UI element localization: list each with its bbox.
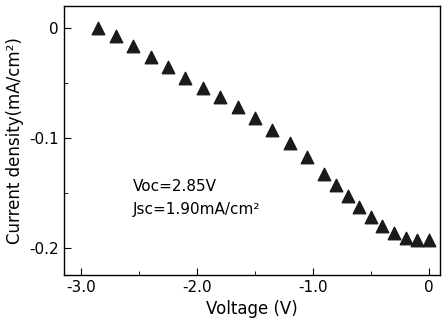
Point	[356, 204, 363, 209]
Point	[402, 235, 409, 240]
Point	[130, 44, 137, 49]
Point	[368, 214, 375, 219]
Point	[391, 231, 398, 236]
Point	[333, 182, 340, 187]
Point	[234, 104, 241, 109]
Point	[414, 237, 421, 242]
Y-axis label: Current density(mA/cm²): Current density(mA/cm²)	[5, 37, 24, 244]
Point	[199, 86, 206, 91]
Point	[304, 155, 311, 160]
Point	[147, 55, 154, 60]
Point	[95, 25, 102, 30]
Point	[217, 94, 224, 99]
Point	[252, 115, 259, 120]
Point	[112, 34, 120, 39]
Point	[269, 127, 276, 133]
Point	[321, 171, 328, 177]
Point	[344, 193, 351, 198]
Text: Voc=2.85V
Jsc=1.90mA/cm²: Voc=2.85V Jsc=1.90mA/cm²	[133, 179, 260, 217]
Point	[379, 223, 386, 228]
Point	[425, 237, 433, 242]
Point	[286, 140, 293, 145]
Point	[182, 75, 189, 81]
Point	[165, 64, 172, 70]
X-axis label: Voltage (V): Voltage (V)	[206, 300, 298, 318]
